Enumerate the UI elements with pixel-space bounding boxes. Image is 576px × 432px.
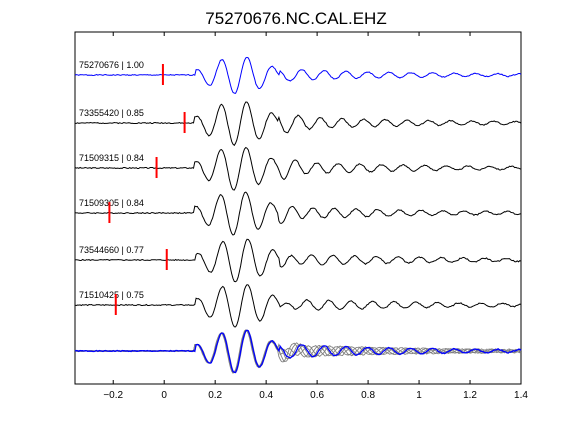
- overlay-reference-trace: [74, 329, 522, 374]
- trace-label: 75270676 | 1.00: [79, 60, 144, 70]
- chart-title: 75270676.NC.CAL.EHZ: [205, 9, 386, 28]
- x-tick-label: 1.4: [514, 390, 528, 401]
- trace-labels: 75270676 | 1.00 73355420 | 0.85 71509315 |…: [79, 60, 144, 300]
- plot-frame: [74, 31, 522, 385]
- x-tick-label: 0.8: [361, 390, 375, 401]
- trace-label: 73544660 | 0.77: [79, 245, 144, 255]
- trace-label: 71509315 | 0.84: [79, 153, 144, 163]
- x-tick-label: 0.6: [310, 390, 324, 401]
- x-tick-label: −0.2: [103, 390, 123, 401]
- trace-label: 71510425 | 0.75: [79, 290, 144, 300]
- trace-line: [74, 56, 522, 94]
- trace-line: [74, 191, 522, 236]
- x-axis: −0.2 0 0.2 0.4 0.6 0.8 1 1.2 1.4: [103, 32, 528, 401]
- trace-label: 73355420 | 0.85: [79, 108, 144, 118]
- trace-line: [75, 101, 522, 147]
- x-tick-label: 0.4: [259, 390, 273, 401]
- trace-line: [74, 284, 522, 328]
- overlay-stack: [74, 329, 522, 374]
- traces-group: [74, 56, 522, 328]
- trace-line: [74, 238, 522, 283]
- x-tick-label: 0: [161, 390, 167, 401]
- x-tick-label: 0.2: [208, 390, 222, 401]
- x-tick-label: 1.2: [463, 390, 477, 401]
- pick-markers: [108, 64, 186, 315]
- trace-line: [74, 146, 522, 191]
- trace-label: 71509305 | 0.84: [79, 198, 144, 208]
- x-tick-label: 1: [416, 390, 422, 401]
